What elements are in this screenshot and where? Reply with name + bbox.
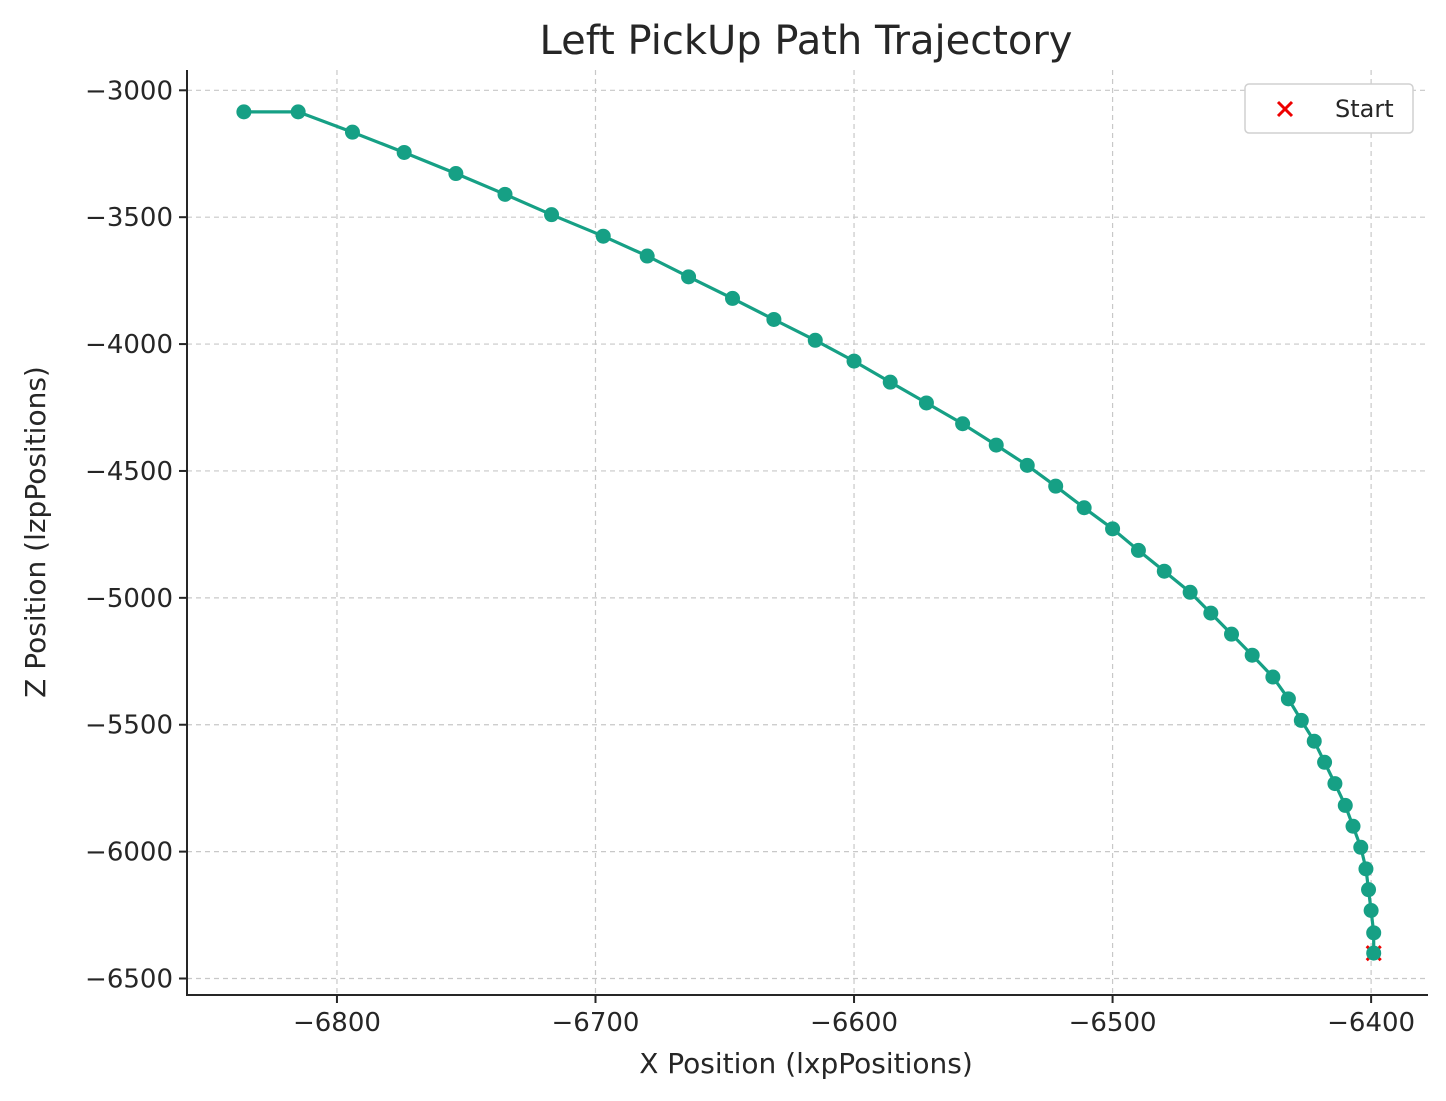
trajectory-point	[918, 395, 934, 411]
y-tick-label: −3500	[85, 203, 173, 233]
legend-frame	[1244, 83, 1414, 134]
trajectory-point	[1076, 500, 1092, 516]
x-tick-label: −6500	[1069, 1008, 1157, 1038]
x-tick-label: −6600	[810, 1008, 898, 1038]
gridlines	[187, 70, 1428, 995]
trajectory-point	[955, 416, 971, 432]
x-tick-label: −6400	[1327, 1008, 1415, 1038]
axis-ticks: −6800 −6700 −6600 −6500 −6400 −3000 −3500 −4000…	[85, 76, 1415, 1038]
trajectory-point	[1337, 797, 1353, 813]
trajectory-line	[243, 110, 1376, 954]
trajectory-point	[1366, 945, 1382, 961]
legend-start-icon	[1276, 100, 1294, 118]
x-axis-label: X Position (lxpPositions)	[639, 1047, 973, 1080]
trajectory-point	[396, 144, 412, 160]
trajectory-point	[1366, 925, 1382, 941]
trajectory-point	[1224, 626, 1240, 642]
trajectory-point	[1317, 754, 1333, 770]
trajectory-point	[725, 290, 741, 306]
trajectory-point	[1293, 712, 1309, 728]
trajectory-point	[1345, 818, 1361, 834]
x-tick-label: −6800	[293, 1008, 381, 1038]
trajectory-point	[236, 104, 252, 120]
trajectory-point	[1203, 605, 1219, 621]
legend-start-label: Start	[1335, 95, 1394, 123]
trajectory-point	[1361, 882, 1377, 898]
trajectory-point	[1280, 691, 1296, 707]
trajectory-point	[1327, 776, 1343, 792]
trajectory-point	[344, 124, 360, 140]
y-tick-label: −5500	[85, 711, 173, 741]
trajectory-point	[807, 332, 823, 348]
trajectory-point	[988, 437, 1004, 453]
trajectory-point	[1306, 733, 1322, 749]
trajectory-point	[544, 207, 560, 223]
plot-area	[236, 104, 1382, 962]
y-tick-label: −5000	[85, 584, 173, 614]
trajectory-point	[882, 374, 898, 390]
trajectory-point	[1048, 478, 1064, 494]
trajectory-point	[1182, 584, 1198, 600]
y-tick-label: −3000	[85, 76, 173, 106]
y-axis-label: Z Position (lzpPositions)	[19, 366, 52, 698]
trajectory-point	[448, 166, 464, 182]
legend: Start	[1244, 83, 1414, 134]
y-tick-label: −4500	[85, 457, 173, 487]
trajectory-point	[846, 353, 862, 369]
chart-title: Left PickUp Path Trajectory	[540, 18, 1073, 64]
trajectory-point	[1265, 669, 1281, 685]
trajectory-point	[595, 228, 611, 244]
trajectory-point	[1363, 902, 1379, 918]
x-tick-label: −6700	[552, 1008, 640, 1038]
trajectory-point	[1105, 521, 1121, 537]
trajectory-point	[290, 104, 306, 120]
trajectory-point	[639, 248, 655, 264]
y-tick-label: −4000	[85, 330, 173, 360]
y-tick-label: −6000	[85, 838, 173, 868]
y-tick-label: −6500	[85, 965, 173, 995]
trajectory-point	[1244, 647, 1260, 663]
trajectory-point	[1353, 839, 1369, 855]
trajectory-point	[681, 269, 697, 285]
trajectory-point	[1156, 563, 1172, 579]
trajectory-point	[1019, 457, 1035, 473]
trajectory-point	[1358, 861, 1374, 877]
trajectory-point	[766, 311, 782, 327]
trajectory-point	[497, 186, 513, 202]
trajectory-point	[1130, 542, 1146, 558]
